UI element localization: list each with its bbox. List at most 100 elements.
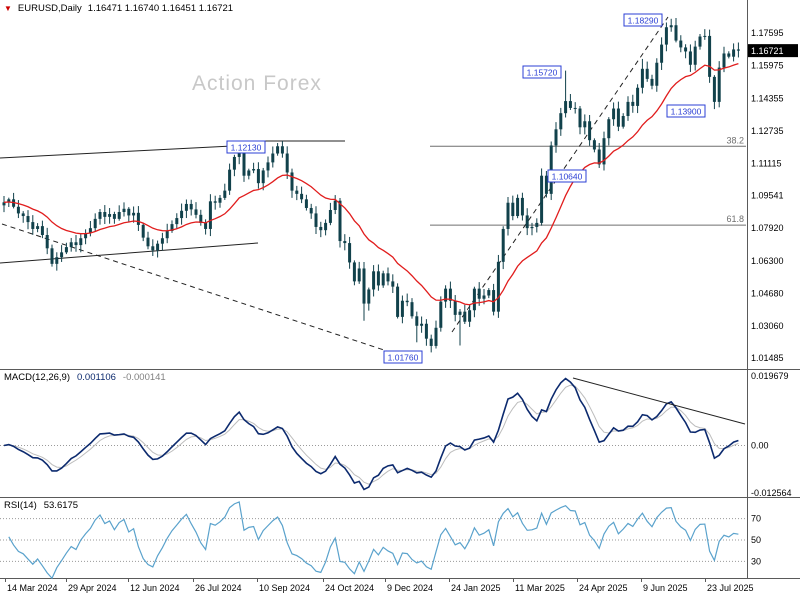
- candle: [132, 212, 136, 216]
- candle: [295, 190, 299, 194]
- price-flag: 1.10640: [547, 169, 587, 183]
- candle: [655, 62, 659, 86]
- candle: [199, 214, 203, 223]
- candle: [674, 25, 678, 41]
- candle: [40, 226, 44, 236]
- candle: [300, 193, 304, 200]
- price-flag-text: 1.18290: [628, 16, 659, 26]
- candle: [679, 40, 683, 48]
- candle: [343, 241, 347, 244]
- rsi-header: RSI(14) 53.6175: [4, 500, 78, 511]
- candle: [103, 212, 107, 217]
- price-flag-box: [547, 169, 587, 183]
- candle: [146, 237, 150, 247]
- candle: [496, 261, 500, 312]
- price-axis: 1.17595 1.15975 1.14355 1.12735 1.11115 1.095…: [751, 28, 784, 363]
- candle: [21, 213, 25, 217]
- macd-header: MACD(12,26,9) 0.001106 -0.000141: [4, 372, 166, 383]
- price-tick-label: 1.06300: [751, 256, 784, 266]
- candle: [381, 273, 385, 286]
- candle: [520, 197, 524, 216]
- candle: [242, 149, 246, 176]
- price-tick-label: 1.09541: [751, 190, 784, 200]
- candle: [26, 216, 30, 223]
- fib-label: 38.2: [726, 135, 744, 145]
- candle: [170, 224, 174, 231]
- candle: [573, 107, 577, 109]
- candle: [357, 268, 361, 282]
- rsi-line: [8, 501, 739, 580]
- candles-layer: [2, 18, 740, 353]
- trendline: [0, 145, 233, 159]
- candle: [588, 121, 592, 141]
- candle: [468, 310, 472, 322]
- candle: [160, 238, 164, 244]
- candle: [492, 290, 496, 312]
- candle: [45, 235, 49, 249]
- candle: [616, 108, 620, 127]
- price-tick-label: 1.07920: [751, 223, 784, 233]
- candle: [540, 175, 544, 223]
- candle: [156, 243, 160, 251]
- rsi-label: RSI(14): [4, 500, 37, 511]
- candle: [280, 146, 284, 154]
- candle: [36, 226, 40, 229]
- current-price-text: 1.16721: [751, 46, 784, 56]
- candle: [420, 323, 424, 326]
- candle: [698, 36, 702, 47]
- candle: [664, 27, 668, 45]
- candle: [472, 288, 476, 311]
- candle: [352, 262, 356, 282]
- price-flag: 1.18290: [623, 13, 663, 27]
- rsi-value: 53.6175: [43, 500, 79, 511]
- candle: [165, 230, 169, 239]
- fib-label: 61.8: [726, 214, 744, 224]
- macd-signal-value: -0.000141: [122, 372, 166, 383]
- candle: [727, 53, 731, 57]
- date-tick-label: 29 Apr 2024: [68, 583, 117, 593]
- candle: [309, 207, 313, 214]
- candle: [568, 101, 572, 108]
- candle: [213, 201, 217, 203]
- candle: [108, 214, 112, 217]
- candle: [338, 200, 342, 242]
- watermark: Action Forex: [192, 72, 322, 95]
- date-tick-label: 24 Oct 2024: [325, 583, 374, 593]
- trendlines: [0, 16, 669, 353]
- price-flag-text: 1.01760: [388, 353, 419, 363]
- candle: [180, 210, 184, 219]
- candle: [136, 212, 140, 225]
- candle: [693, 46, 697, 65]
- macd-panel-lines: 0.019679 0.00 -0.012564: [0, 371, 792, 498]
- candle: [626, 101, 630, 116]
- candle: [304, 199, 308, 208]
- candle: [405, 300, 409, 303]
- candle: [31, 222, 35, 229]
- candle: [684, 47, 688, 52]
- candle: [256, 169, 260, 184]
- price-tick-label: 1.17595: [751, 28, 784, 38]
- candle: [424, 323, 428, 339]
- candle: [261, 170, 265, 184]
- candle: [88, 228, 92, 233]
- candle: [184, 203, 188, 211]
- candle: [736, 49, 740, 51]
- candle: [93, 218, 97, 229]
- candle: [247, 170, 251, 176]
- price-tick-label: 1.03060: [751, 321, 784, 331]
- candle: [477, 288, 481, 299]
- candle: [607, 119, 611, 139]
- candle: [386, 273, 390, 282]
- date-tick-label: 26 Jul 2024: [195, 583, 242, 593]
- date-tick-label: 10 Sep 2024: [259, 583, 310, 593]
- candle: [410, 302, 414, 317]
- candle: [554, 129, 558, 146]
- price-tick-label: 1.11115: [751, 159, 782, 169]
- candle: [396, 286, 400, 317]
- candle: [722, 53, 726, 68]
- candle: [117, 212, 121, 219]
- candle: [362, 268, 366, 304]
- price-flag: 1.01760: [383, 350, 423, 364]
- chart-titlebar: ▼ EURUSD,Daily 1.16471 1.16740 1.16451 1…: [4, 3, 233, 14]
